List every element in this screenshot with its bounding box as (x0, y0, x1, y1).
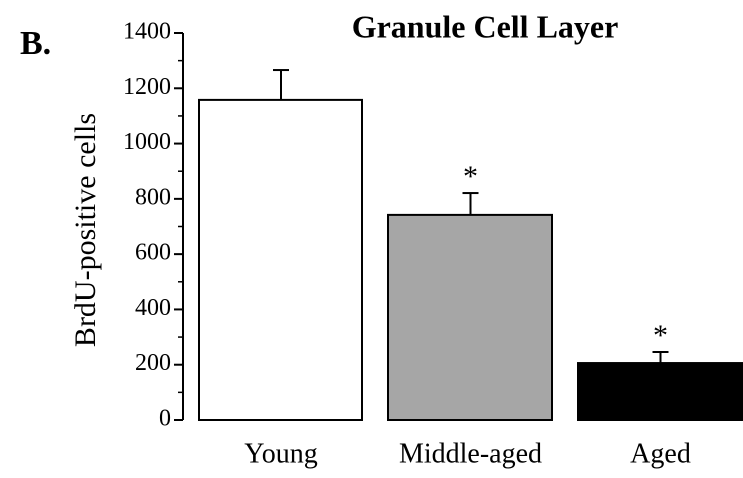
chart-title: Granule Cell Layer (352, 8, 619, 44)
bar (388, 215, 552, 420)
y-tick-label: 1400 (123, 19, 171, 45)
chart: B. Granule Cell Layer BrdU-positive cell… (0, 0, 743, 478)
y-tick-label: 200 (135, 350, 171, 376)
y-tick-label: 1200 (123, 74, 171, 100)
panel-label: B. (20, 25, 51, 62)
y-tick-label: 0 (159, 406, 171, 432)
y-tick-label: 800 (135, 184, 171, 210)
significance-marker: * (463, 160, 478, 193)
bar (199, 100, 362, 420)
y-tick-label: 400 (135, 295, 171, 321)
y-axis-label: BrdU-positive cells (69, 113, 102, 347)
x-tick-label: Middle-aged (399, 438, 542, 469)
y-tick-label: 600 (135, 240, 171, 266)
x-tick-label: Young (244, 438, 317, 469)
x-tick-label: Aged (630, 438, 691, 469)
significance-marker: * (653, 319, 668, 352)
y-tick-label: 1000 (123, 129, 171, 155)
bar (578, 363, 742, 420)
